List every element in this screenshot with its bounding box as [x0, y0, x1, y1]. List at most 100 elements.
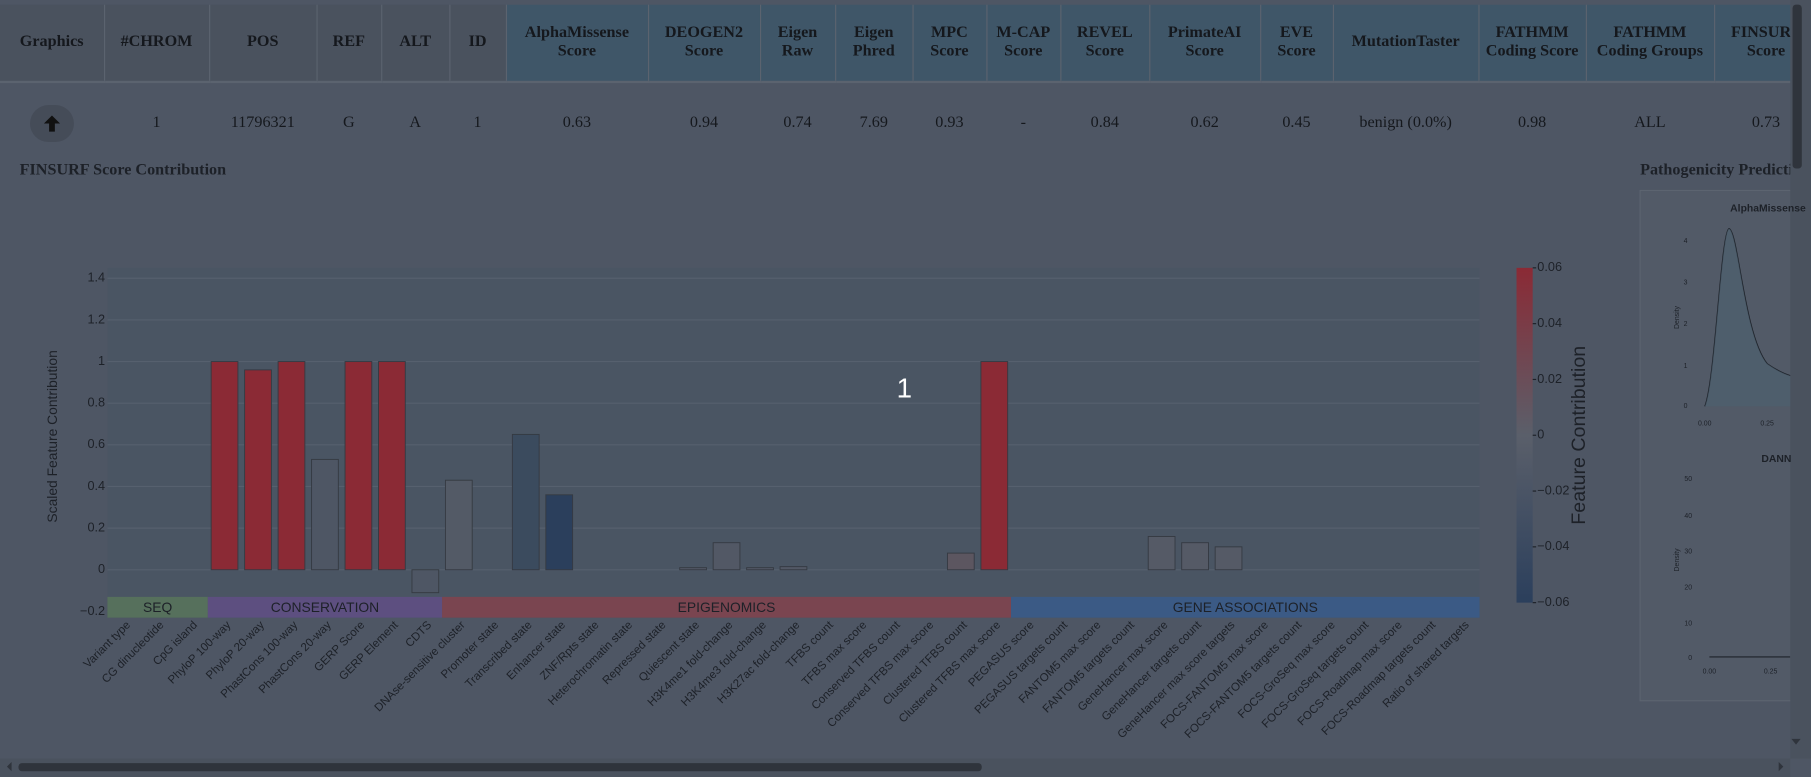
- table-cell: 0.74: [759, 80, 836, 160]
- mini-tick: 2: [1684, 321, 1688, 328]
- colorbar-tick-label: −0.04: [1537, 539, 1569, 553]
- v-scrollbar-thumb[interactable]: [1792, 4, 1802, 169]
- mini-tick: 0.00: [1698, 421, 1712, 428]
- x-tick-label: CDTS: [404, 619, 435, 650]
- bar: [946, 552, 975, 571]
- colorbar-tick-label: −0.02: [1537, 483, 1569, 497]
- column-header: EVE Score: [1260, 4, 1334, 82]
- bar: [511, 433, 540, 571]
- y-tick-label: 0.4: [87, 479, 105, 493]
- colorbar-tick-label: 0.04: [1537, 316, 1562, 330]
- graphics-cell: [0, 80, 104, 160]
- scroll-down[interactable]: [1791, 738, 1801, 745]
- overlay-label: 1: [897, 373, 912, 404]
- bar: [344, 361, 373, 571]
- group-label: GENE ASSOCIATIONS: [1173, 599, 1318, 615]
- column-header: FATHMM Coding Score: [1478, 4, 1587, 82]
- density-area: [1704, 228, 1811, 407]
- column-header: PrimateAI Score: [1149, 4, 1261, 82]
- column-header: M-CAP Score: [986, 4, 1061, 82]
- side-panel-title: Pathogenicity Predictions: [1640, 162, 1811, 179]
- scroll-right[interactable]: [1778, 761, 1784, 772]
- bar: [411, 569, 440, 594]
- column-header: MPC Score: [912, 4, 987, 82]
- mini-plot-ylabel: Density: [1674, 305, 1681, 329]
- column-header: REF: [316, 4, 382, 82]
- table-cell: 0.94: [647, 80, 760, 160]
- side-panel: [1639, 189, 1811, 702]
- table-cell: 0.98: [1478, 80, 1586, 160]
- group-band: [207, 596, 443, 618]
- v-scrollbar[interactable]: [1790, 0, 1811, 759]
- mini-tick: 0.25: [1760, 421, 1774, 428]
- group-band: [1011, 596, 1480, 618]
- y-tick-label: 0: [98, 562, 105, 576]
- table-cell: 0.93: [912, 80, 987, 160]
- group-band: [107, 596, 208, 618]
- bar: [679, 567, 707, 571]
- mini-tick: 30: [1684, 549, 1692, 556]
- column-header: #CHROM: [103, 4, 210, 82]
- bar: [277, 361, 306, 571]
- table-viewport: Graphics #CHROM POS REF ALT ID AlphaMissense S…: [0, 4, 1791, 160]
- mini-tick: 0: [1684, 403, 1688, 410]
- scroll-left[interactable]: [6, 761, 12, 772]
- table-cell: 0.84: [1060, 80, 1150, 160]
- y-tick-label: 0.8: [87, 396, 105, 410]
- table-cell: ALL: [1585, 80, 1715, 160]
- mini-tick: 20: [1684, 584, 1692, 591]
- x-tick-label: GERP Element: [337, 619, 401, 683]
- group-label: CONSERVATION: [271, 599, 379, 615]
- table-cell: -: [986, 80, 1061, 160]
- y-tick-label: 1: [98, 354, 105, 368]
- column-header: ID: [449, 4, 507, 82]
- table-cell: 0.45: [1260, 80, 1333, 160]
- table-cell: 0.62: [1149, 80, 1261, 160]
- x-tick-label: ZNF/Rpts state: [538, 619, 601, 682]
- bar: [1214, 546, 1243, 571]
- mini-tick: 10: [1684, 620, 1692, 627]
- colorbar-tick-label: 0.02: [1537, 372, 1562, 386]
- x-tick-label: Quiescent state: [637, 619, 702, 684]
- h-scrollbar-thumb[interactable]: [18, 763, 982, 772]
- table-cell: G: [316, 80, 382, 160]
- column-header: Eigen Raw: [759, 4, 836, 82]
- colorbar-tick-label: 0: [1537, 428, 1544, 442]
- group-label: SEQ: [143, 599, 172, 615]
- arrow-up-icon: [43, 115, 60, 132]
- y-tick-label: 0.6: [87, 437, 105, 451]
- table-cell: 11796321: [209, 80, 317, 160]
- bar: [1181, 542, 1209, 571]
- column-header: POS: [209, 4, 318, 82]
- mini-tick: 40: [1684, 513, 1692, 520]
- expand-button[interactable]: [29, 105, 74, 143]
- y-tick-label: −0.2: [80, 604, 105, 618]
- table-cell: 0.73: [1714, 80, 1791, 160]
- mini-tick: 0.25: [1764, 669, 1778, 676]
- table-cell: A: [381, 80, 450, 160]
- table-cell: 1: [449, 80, 506, 160]
- section-title: FINSURF Score Contribution: [20, 162, 227, 179]
- mini-tick: 50: [1684, 476, 1692, 483]
- bar: [980, 361, 1009, 571]
- bar: [746, 567, 774, 571]
- colorbar: [1516, 267, 1533, 603]
- x-tick-label: CG dinucleotide: [100, 619, 167, 685]
- column-header: AlphaMissense Score: [505, 4, 649, 82]
- mini-tick: 4: [1684, 238, 1688, 245]
- y-tick-label: 1.2: [87, 312, 105, 326]
- column-header: DEOGEN2 Score: [647, 4, 761, 82]
- bar: [378, 361, 406, 571]
- bar: [1147, 535, 1176, 571]
- y-tick-label: 0.2: [87, 520, 105, 534]
- x-tick-label: PhyloP 20-way: [204, 619, 267, 682]
- table-cell: benign (0.0%): [1332, 80, 1479, 160]
- bar: [779, 566, 808, 571]
- table-cell: 7.69: [835, 80, 913, 160]
- bar: [444, 479, 473, 571]
- group-band: [442, 596, 1012, 618]
- mini-tick: 1: [1684, 363, 1688, 370]
